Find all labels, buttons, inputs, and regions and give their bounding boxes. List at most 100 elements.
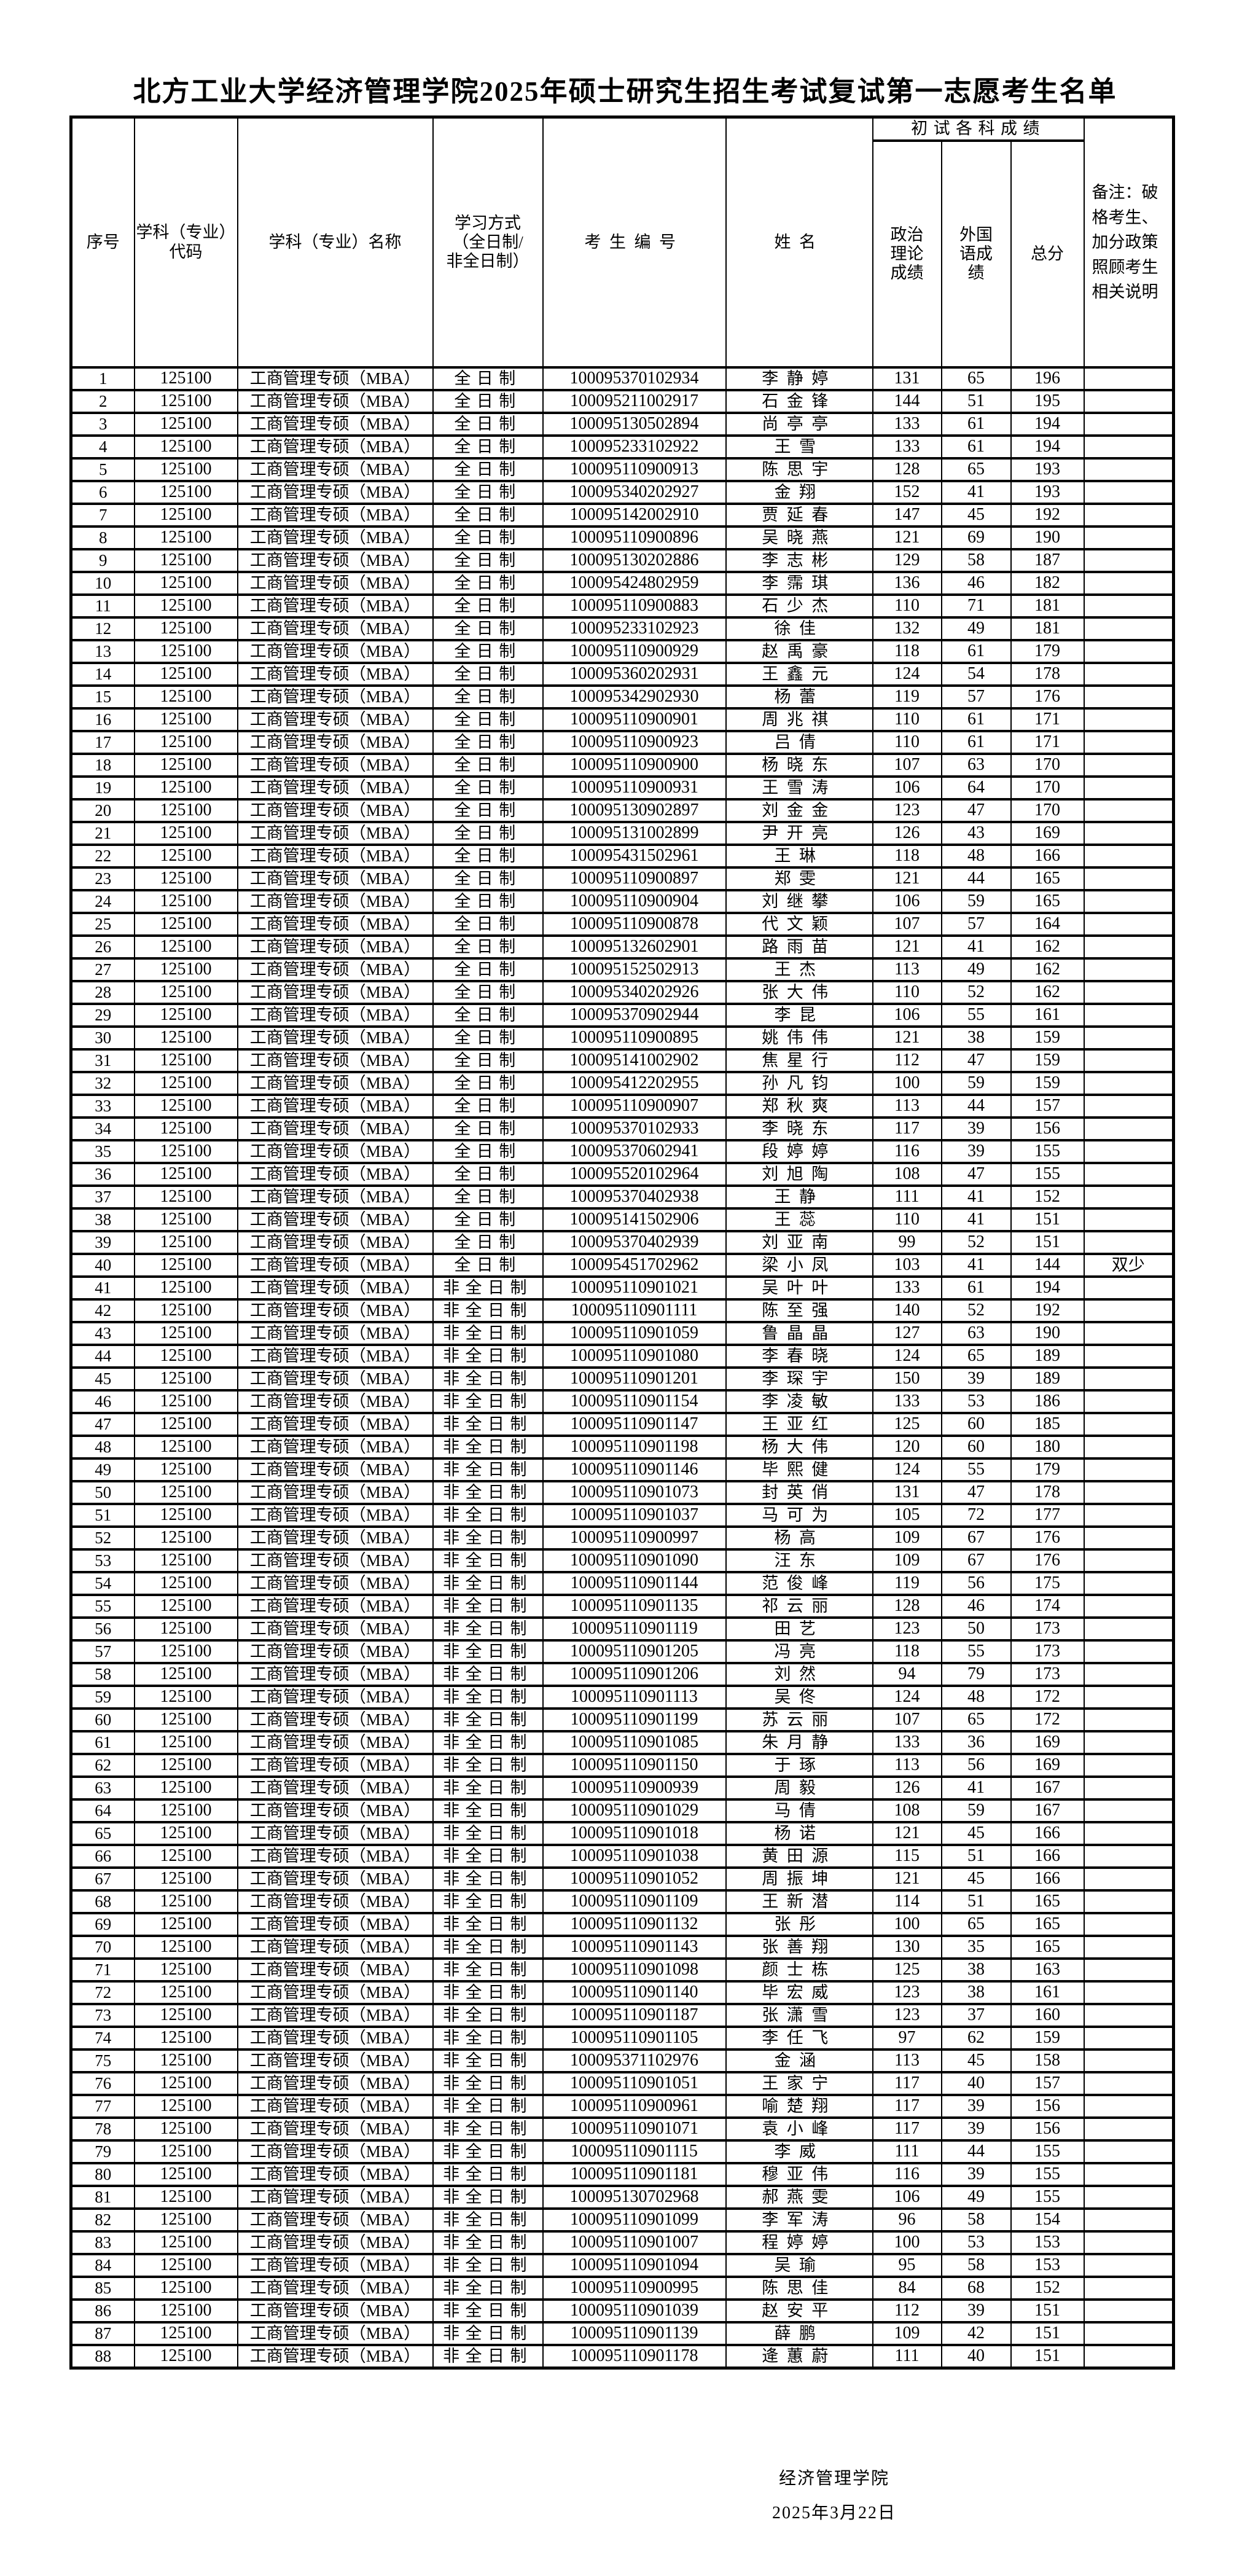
cell-name: 王鑫元 — [725, 662, 873, 687]
table-row: 37 125100 工商管理专硕（MBA） 全日制 100095370402938 王静 1… — [70, 1184, 1174, 1210]
cell-major-name: 工商管理专硕（MBA） — [236, 1298, 434, 1323]
cell-candidate-no: 100095110900883 — [542, 593, 727, 619]
cell-study-mode: 全日制 — [432, 707, 544, 732]
cell-candidate-no: 100095110901052 — [542, 1866, 727, 1892]
cell-name: 李琛宇 — [725, 1366, 873, 1392]
cell-major-name: 工商管理专硕（MBA） — [236, 412, 434, 437]
cell-politics-score: 119 — [872, 1571, 942, 1596]
cell-politics-score: 108 — [872, 1162, 942, 1187]
cell-candidate-no: 100095110901099 — [542, 2207, 727, 2233]
cell-politics-score: 130 — [872, 1935, 942, 1960]
cell-remark — [1083, 1594, 1174, 1619]
cell-study-mode: 非全日制 — [432, 1707, 544, 1732]
table-row: 52 125100 工商管理专硕（MBA） 非全日制 100095110900997 杨高… — [70, 1525, 1174, 1551]
cell-major-name: 工商管理专硕（MBA） — [236, 1003, 434, 1028]
cell-major-name: 工商管理专硕（MBA） — [236, 571, 434, 596]
cell-politics-score: 118 — [872, 639, 942, 664]
cell-politics-score: 121 — [872, 934, 942, 960]
cell-foreign-score: 39 — [940, 1116, 1012, 1141]
cell-remark — [1083, 1071, 1174, 1096]
cell-study-mode: 非全日制 — [432, 1298, 544, 1323]
signature-date: 2025年3月22日 — [771, 2504, 896, 2523]
cell-major-name: 工商管理专硕（MBA） — [236, 1594, 434, 1619]
cell-total-score: 185 — [1010, 1412, 1085, 1437]
cell-politics-score: 118 — [872, 1639, 942, 1664]
cell-name: 王家宁 — [725, 2071, 873, 2096]
cell-politics-score: 140 — [872, 1298, 942, 1323]
cell-candidate-no: 100095141002902 — [542, 1048, 727, 1073]
cell-remark — [1083, 798, 1174, 823]
cell-total-score: 187 — [1010, 548, 1085, 573]
cell-candidate-no: 100095110901051 — [542, 2071, 727, 2096]
cell-total-score: 157 — [1010, 2071, 1085, 2096]
cell-politics-score: 110 — [872, 730, 942, 755]
cell-total-score: 151 — [1010, 1207, 1085, 1232]
cell-name: 王琳 — [725, 844, 873, 869]
cell-major-code: 125100 — [133, 412, 238, 437]
table-row: 55 125100 工商管理专硕（MBA） 非全日制 100095110901135 祁云… — [70, 1594, 1174, 1619]
cell-seq: 54 — [70, 1571, 135, 1596]
cell-major-code: 125100 — [133, 1071, 238, 1096]
cell-candidate-no: 100095431502961 — [542, 844, 727, 869]
table-row: 82 125100 工商管理专硕（MBA） 非全日制 100095110901099 李军… — [70, 2207, 1174, 2233]
cell-major-code: 125100 — [133, 593, 238, 619]
cell-foreign-score: 39 — [940, 2162, 1012, 2187]
cell-major-name: 工商管理专硕（MBA） — [236, 1480, 434, 1505]
cell-total-score: 170 — [1010, 775, 1085, 801]
cell-major-name: 工商管理专硕（MBA） — [236, 1935, 434, 1960]
cell-study-mode: 非全日制 — [432, 2026, 544, 2051]
header-seq: 序号 — [70, 115, 135, 369]
cell-politics-score: 116 — [872, 1139, 942, 1164]
cell-major-code: 125100 — [133, 1230, 238, 1255]
cell-seq: 80 — [70, 2162, 135, 2187]
cell-foreign-score: 50 — [940, 1616, 1012, 1642]
cell-foreign-score: 68 — [940, 2276, 1012, 2301]
cell-foreign-score: 52 — [940, 980, 1012, 1005]
cell-remark — [1083, 1525, 1174, 1551]
cell-major-name: 工商管理专硕（MBA） — [236, 1798, 434, 1823]
cell-seq: 75 — [70, 2048, 135, 2073]
cell-total-score: 156 — [1010, 2094, 1085, 2119]
cell-total-score: 189 — [1010, 1344, 1085, 1369]
cell-major-name: 工商管理专硕（MBA） — [236, 912, 434, 937]
cell-study-mode: 非全日制 — [432, 2344, 544, 2370]
cell-major-code: 125100 — [133, 2048, 238, 2073]
cell-major-name: 工商管理专硕（MBA） — [236, 1957, 434, 1983]
cell-major-name: 工商管理专硕（MBA） — [236, 1889, 434, 1914]
cell-name: 郝燕雯 — [725, 2185, 873, 2210]
cell-major-code: 125100 — [133, 1116, 238, 1141]
cell-candidate-no: 100095130502894 — [542, 412, 727, 437]
cell-name: 汪东 — [725, 1548, 873, 1573]
cell-study-mode: 非全日制 — [432, 2094, 544, 2119]
cell-total-score: 172 — [1010, 1707, 1085, 1732]
cell-major-name: 工商管理专硕（MBA） — [236, 1775, 434, 1801]
table-row: 12 125100 工商管理专硕（MBA） 全日制 100095233102923 徐佳 1… — [70, 616, 1174, 641]
cell-name: 郑雯 — [725, 866, 873, 891]
cell-foreign-score: 41 — [940, 1253, 1012, 1278]
cell-seq: 10 — [70, 571, 135, 596]
cell-candidate-no: 100095110901029 — [542, 1798, 727, 1823]
cell-name: 陈思佳 — [725, 2276, 873, 2301]
cell-total-score: 159 — [1010, 1048, 1085, 1073]
cell-candidate-no: 100095110901021 — [542, 1275, 727, 1301]
cell-major-name: 工商管理专硕（MBA） — [236, 1980, 434, 2005]
cell-politics-score: 152 — [872, 480, 942, 505]
table-row: 45 125100 工商管理专硕（MBA） 非全日制 100095110901201 李琛… — [70, 1366, 1174, 1392]
cell-total-score: 194 — [1010, 1275, 1085, 1301]
cell-total-score: 194 — [1010, 412, 1085, 437]
table-row: 85 125100 工商管理专硕（MBA） 非全日制 100095110900995 陈思… — [70, 2276, 1174, 2301]
cell-foreign-score: 48 — [940, 1685, 1012, 1710]
cell-total-score: 154 — [1010, 2207, 1085, 2233]
cell-total-score: 162 — [1010, 957, 1085, 982]
cell-foreign-score: 43 — [940, 821, 1012, 846]
cell-politics-score: 111 — [872, 2139, 942, 2164]
cell-major-name: 工商管理专硕（MBA） — [236, 1912, 434, 1937]
cell-seq: 42 — [70, 1298, 135, 1323]
cell-total-score: 175 — [1010, 1571, 1085, 1596]
cell-total-score: 178 — [1010, 1480, 1085, 1505]
header-major-name: 学科（专业）名称 — [236, 115, 434, 369]
table-row: 68 125100 工商管理专硕（MBA） 非全日制 100095110901109 王新… — [70, 1889, 1174, 1914]
cell-major-code: 125100 — [133, 457, 238, 482]
cell-foreign-score: 38 — [940, 1980, 1012, 2005]
cell-politics-score: 84 — [872, 2276, 942, 2301]
